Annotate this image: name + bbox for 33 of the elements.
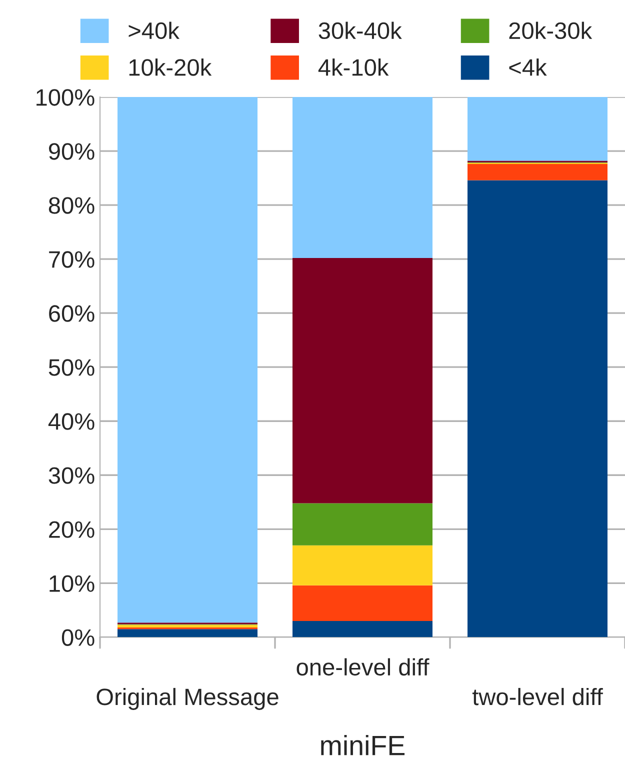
bar — [468, 164, 608, 180]
legend-label: 20k-30k — [509, 22, 592, 40]
y-tick-label: 80% — [48, 197, 94, 214]
bar — [292, 503, 432, 546]
x-axis-title: miniFE — [321, 734, 405, 756]
bar — [292, 258, 432, 504]
legend-label: >40k — [128, 22, 180, 40]
legend-label: 10k-20k — [129, 58, 212, 76]
bar — [292, 585, 432, 621]
bar — [292, 545, 432, 586]
y-tick-label: 70% — [49, 251, 94, 268]
y-tick-label: 30% — [48, 467, 94, 484]
y-tick-label: 60% — [49, 305, 94, 322]
bar — [292, 97, 432, 258]
legend-label: 4k-10k — [318, 58, 389, 76]
y-tick-label: 40% — [48, 413, 94, 430]
bar — [292, 620, 432, 638]
y-tick-label: 20% — [49, 521, 94, 538]
x-tick-label: Original Message — [96, 688, 278, 710]
bar — [118, 97, 258, 623]
x-tick-label: two-level diff — [472, 688, 603, 706]
bar — [468, 97, 608, 161]
legend-label: <4k — [509, 58, 547, 76]
y-tick-label: 100% — [36, 89, 94, 106]
y-tick-label: 0% — [62, 629, 94, 646]
y-tick-label: 90% — [48, 143, 94, 160]
y-tick-label: 50% — [48, 359, 94, 376]
legend-label: 30k-40k — [318, 22, 402, 40]
bar — [118, 629, 258, 638]
bar — [118, 624, 258, 628]
x-tick-label: one-level diff — [296, 658, 430, 676]
y-tick-label: 10% — [50, 575, 94, 592]
bar — [468, 180, 608, 638]
